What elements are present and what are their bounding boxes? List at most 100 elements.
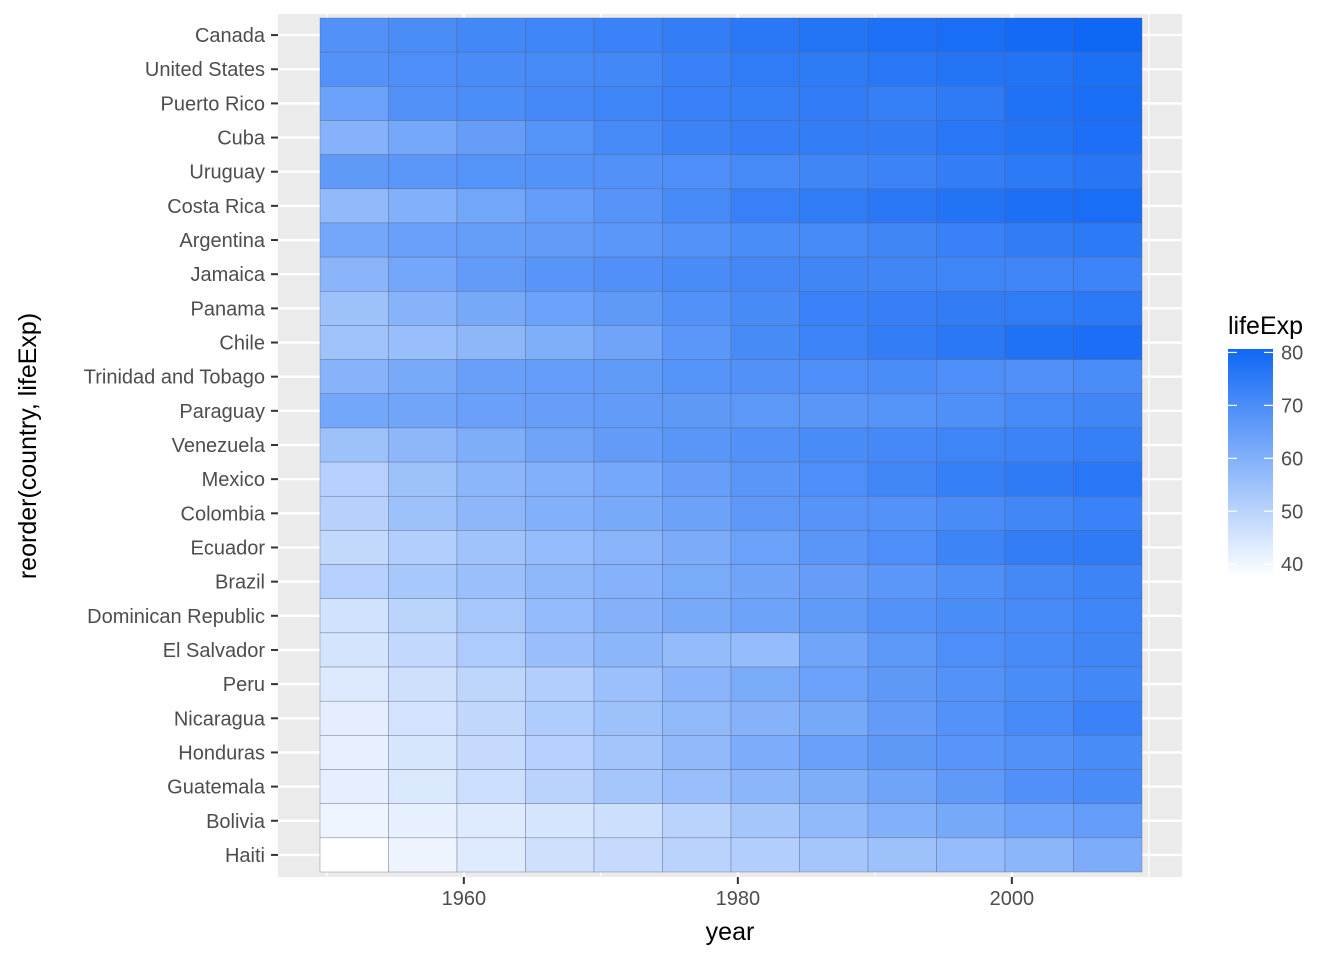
heatmap-tile (662, 564, 732, 599)
heatmap-tile (1004, 86, 1074, 121)
heatmap-tile (799, 735, 869, 770)
heatmap-tile (730, 837, 800, 873)
heatmap-tile (319, 17, 389, 53)
heatmap-tile (730, 769, 800, 804)
heatmap-tile (1004, 17, 1074, 53)
heatmap-tile (936, 86, 1006, 121)
heatmap-tile (662, 325, 732, 360)
heatmap-tile (867, 700, 937, 736)
y-tick-label: Bolivia (206, 811, 266, 833)
heatmap-tile (867, 530, 937, 565)
y-tick-label: Chile (219, 333, 265, 355)
heatmap-tile (799, 222, 869, 258)
x-tick-label: 1980 (716, 888, 761, 910)
heatmap-tile (662, 837, 732, 873)
heatmap-tile (593, 530, 663, 565)
heatmap-tile (936, 598, 1006, 634)
heatmap-tile (1004, 325, 1074, 360)
heatmap-tile (593, 256, 663, 292)
heatmap-tile (456, 735, 526, 770)
heatmap-tile (593, 188, 663, 224)
heatmap-tile (525, 188, 595, 224)
heatmap-tile (867, 154, 937, 190)
heatmap-tile (662, 461, 732, 497)
heatmap-tile (1073, 256, 1143, 292)
heatmap-tile (730, 17, 800, 53)
heatmap-tile (867, 666, 937, 702)
x-tick-label: 2000 (990, 888, 1035, 910)
heatmap-tile (936, 769, 1006, 804)
heatmap-tile (1073, 666, 1143, 702)
heatmap-tile (525, 598, 595, 634)
heatmap-tile (867, 291, 937, 326)
heatmap-tile (388, 564, 458, 599)
y-tick-label: Dominican Republic (87, 606, 265, 628)
heatmap-tile (593, 325, 663, 360)
y-tick-label: Cuba (217, 128, 266, 150)
heatmap-tile (525, 735, 595, 770)
heatmap-tile (525, 17, 595, 53)
heatmap-tile (1004, 154, 1074, 190)
heatmap-tile (1073, 222, 1143, 258)
heatmap-tile (593, 51, 663, 87)
heatmap-tile (936, 120, 1006, 155)
heatmap-tile (1004, 530, 1074, 565)
heatmap-tile (456, 325, 526, 360)
heatmap-tile (936, 359, 1006, 395)
y-tick-label: Paraguay (179, 401, 265, 423)
legend-tick-label: 40 (1281, 554, 1303, 576)
heatmap-tile (730, 803, 800, 839)
heatmap-tile (593, 666, 663, 702)
heatmap-tile (730, 530, 800, 565)
heatmap-tile (730, 461, 800, 497)
y-tick-label: Mexico (202, 469, 265, 491)
legend-title: lifeExp (1228, 312, 1303, 340)
heatmap-tile (730, 120, 800, 155)
heatmap-tile (730, 598, 800, 634)
heatmap-tile (730, 291, 800, 326)
heatmap-tile (593, 564, 663, 599)
heatmap-tile (799, 837, 869, 873)
heatmap-tile (456, 291, 526, 326)
heatmap-tile (730, 51, 800, 87)
heatmap-tile (936, 530, 1006, 565)
heatmap-tile (936, 461, 1006, 497)
heatmap-tile (388, 154, 458, 190)
y-tick-label: Nicaragua (174, 708, 266, 730)
heatmap-tile (388, 666, 458, 702)
heatmap-tile (1004, 393, 1074, 429)
heatmap-tile (319, 120, 389, 155)
heatmap-tile (799, 803, 869, 839)
heatmap-tile (662, 393, 732, 429)
heatmap-tile (1073, 291, 1143, 326)
heatmap-tile (525, 803, 595, 839)
heatmap-tile (525, 495, 595, 531)
y-tick-label: Costa Rica (167, 196, 266, 218)
heatmap-tile (799, 188, 869, 224)
heatmap-tile (1004, 359, 1074, 395)
heatmap-tile (525, 837, 595, 873)
heatmap-tile (388, 51, 458, 87)
heatmap-tile (593, 461, 663, 497)
heatmap-tile (662, 256, 732, 292)
heatmap-tile (525, 530, 595, 565)
x-axis-title: year (706, 918, 755, 946)
heatmap-tile (1004, 598, 1074, 634)
heatmap-tile (799, 325, 869, 360)
heatmap-tile (319, 495, 389, 531)
heatmap-tile (867, 51, 937, 87)
y-tick-label: El Salvador (163, 640, 266, 662)
y-tick-label: Ecuador (191, 537, 266, 559)
heatmap-tile (662, 188, 732, 224)
heatmap-tile (319, 735, 389, 770)
heatmap-tile (456, 495, 526, 531)
heatmap-tile (525, 666, 595, 702)
heatmap-tile (593, 700, 663, 736)
heatmap-tile (867, 359, 937, 395)
heatmap-tile (799, 769, 869, 804)
heatmap-tile (1073, 17, 1143, 53)
heatmap-tile (1073, 188, 1143, 224)
y-tick-label: Colombia (181, 503, 266, 525)
heatmap-tile (799, 495, 869, 531)
y-tick-label: United States (145, 59, 265, 81)
